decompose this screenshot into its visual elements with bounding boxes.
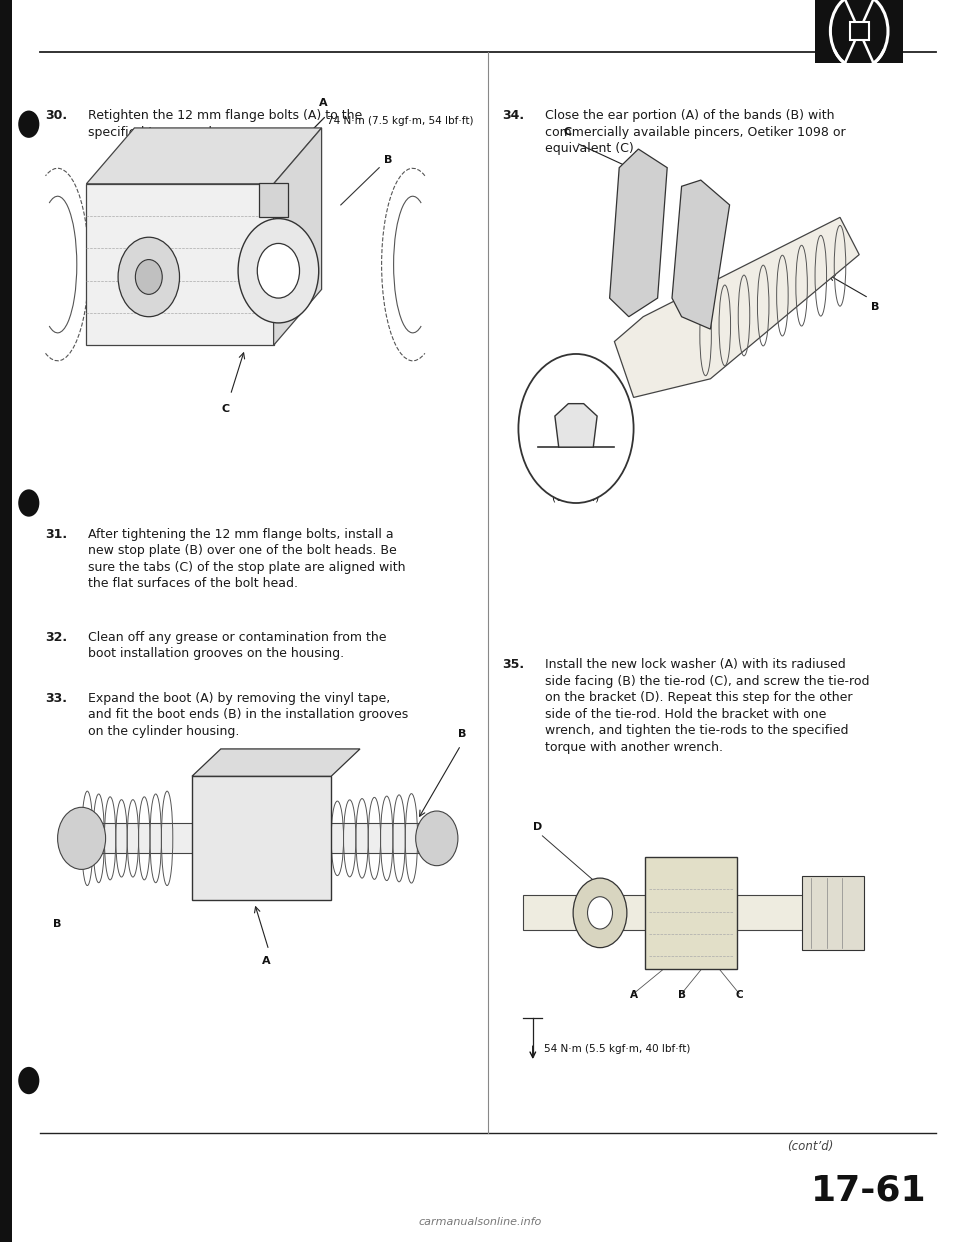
- Text: 1.8 mm
(0.07 in.): 1.8 mm (0.07 in.): [552, 481, 600, 502]
- Text: C: C: [564, 127, 571, 137]
- Circle shape: [238, 219, 319, 323]
- Bar: [192, 776, 331, 900]
- Text: B: B: [871, 302, 879, 312]
- Text: Retighten the 12 mm flange bolts (A) to the
specified torque value.: Retighten the 12 mm flange bolts (A) to …: [88, 109, 363, 139]
- Text: Install the new lock washer (A) with its radiused
side facing (B) the tie-rod (C: Install the new lock washer (A) with its…: [545, 658, 870, 754]
- Polygon shape: [86, 128, 322, 184]
- Circle shape: [416, 811, 458, 866]
- Polygon shape: [555, 404, 597, 447]
- Bar: [645, 857, 737, 969]
- Text: 33.: 33.: [45, 692, 67, 704]
- Text: 31.: 31.: [45, 528, 67, 540]
- Bar: [815, 0, 903, 63]
- Polygon shape: [192, 749, 360, 776]
- Text: carmanualsonline.info: carmanualsonline.info: [419, 1217, 541, 1227]
- Circle shape: [518, 354, 634, 503]
- Text: D: D: [533, 822, 542, 832]
- Circle shape: [588, 897, 612, 929]
- Text: C: C: [735, 990, 743, 1000]
- Bar: [850, 22, 869, 40]
- Text: B: B: [53, 919, 61, 929]
- Text: A: A: [563, 360, 570, 370]
- Text: 74 N·m (7.5 kgf·m, 54 lbf·ft): 74 N·m (7.5 kgf·m, 54 lbf·ft): [327, 116, 474, 125]
- Text: 34.: 34.: [502, 109, 524, 122]
- Circle shape: [573, 878, 627, 948]
- Text: B: B: [678, 990, 685, 1000]
- Bar: [259, 183, 288, 217]
- Circle shape: [18, 1067, 39, 1094]
- Bar: [523, 895, 859, 930]
- Circle shape: [118, 237, 180, 317]
- Circle shape: [135, 260, 162, 294]
- Polygon shape: [274, 128, 322, 345]
- Text: Expand the boot (A) by removing the vinyl tape,
and fit the boot ends (B) in the: Expand the boot (A) by removing the viny…: [88, 692, 409, 738]
- Text: (cont’d): (cont’d): [787, 1140, 833, 1153]
- Text: A: A: [262, 956, 270, 966]
- Text: Clean off any grease or contamination from the
boot installation grooves on the : Clean off any grease or contamination fr…: [88, 631, 387, 661]
- Text: 17-61: 17-61: [811, 1174, 926, 1207]
- Bar: [802, 876, 864, 950]
- Text: C: C: [222, 404, 229, 414]
- Text: 54 N·m (5.5 kgf·m, 40 lbf·ft): 54 N·m (5.5 kgf·m, 40 lbf·ft): [544, 1045, 690, 1054]
- Bar: [0, 0, 12, 1242]
- Text: A: A: [630, 990, 637, 1000]
- Bar: [67, 823, 451, 853]
- Circle shape: [18, 489, 39, 517]
- Text: 35.: 35.: [502, 658, 524, 671]
- Polygon shape: [610, 149, 667, 317]
- Circle shape: [18, 111, 39, 138]
- Polygon shape: [614, 217, 859, 397]
- Text: B: B: [384, 155, 393, 165]
- Text: After tightening the 12 mm flange bolts, install a
new stop plate (B) over one o: After tightening the 12 mm flange bolts,…: [88, 528, 406, 590]
- Circle shape: [58, 807, 106, 869]
- Circle shape: [257, 243, 300, 298]
- Text: 32.: 32.: [45, 631, 67, 643]
- Text: Close the ear portion (A) of the bands (B) with
commercially available pincers, : Close the ear portion (A) of the bands (…: [545, 109, 846, 155]
- Polygon shape: [672, 180, 730, 329]
- Text: B: B: [458, 729, 467, 739]
- Bar: [86, 184, 274, 345]
- Text: 30.: 30.: [45, 109, 67, 122]
- Text: A: A: [319, 98, 327, 108]
